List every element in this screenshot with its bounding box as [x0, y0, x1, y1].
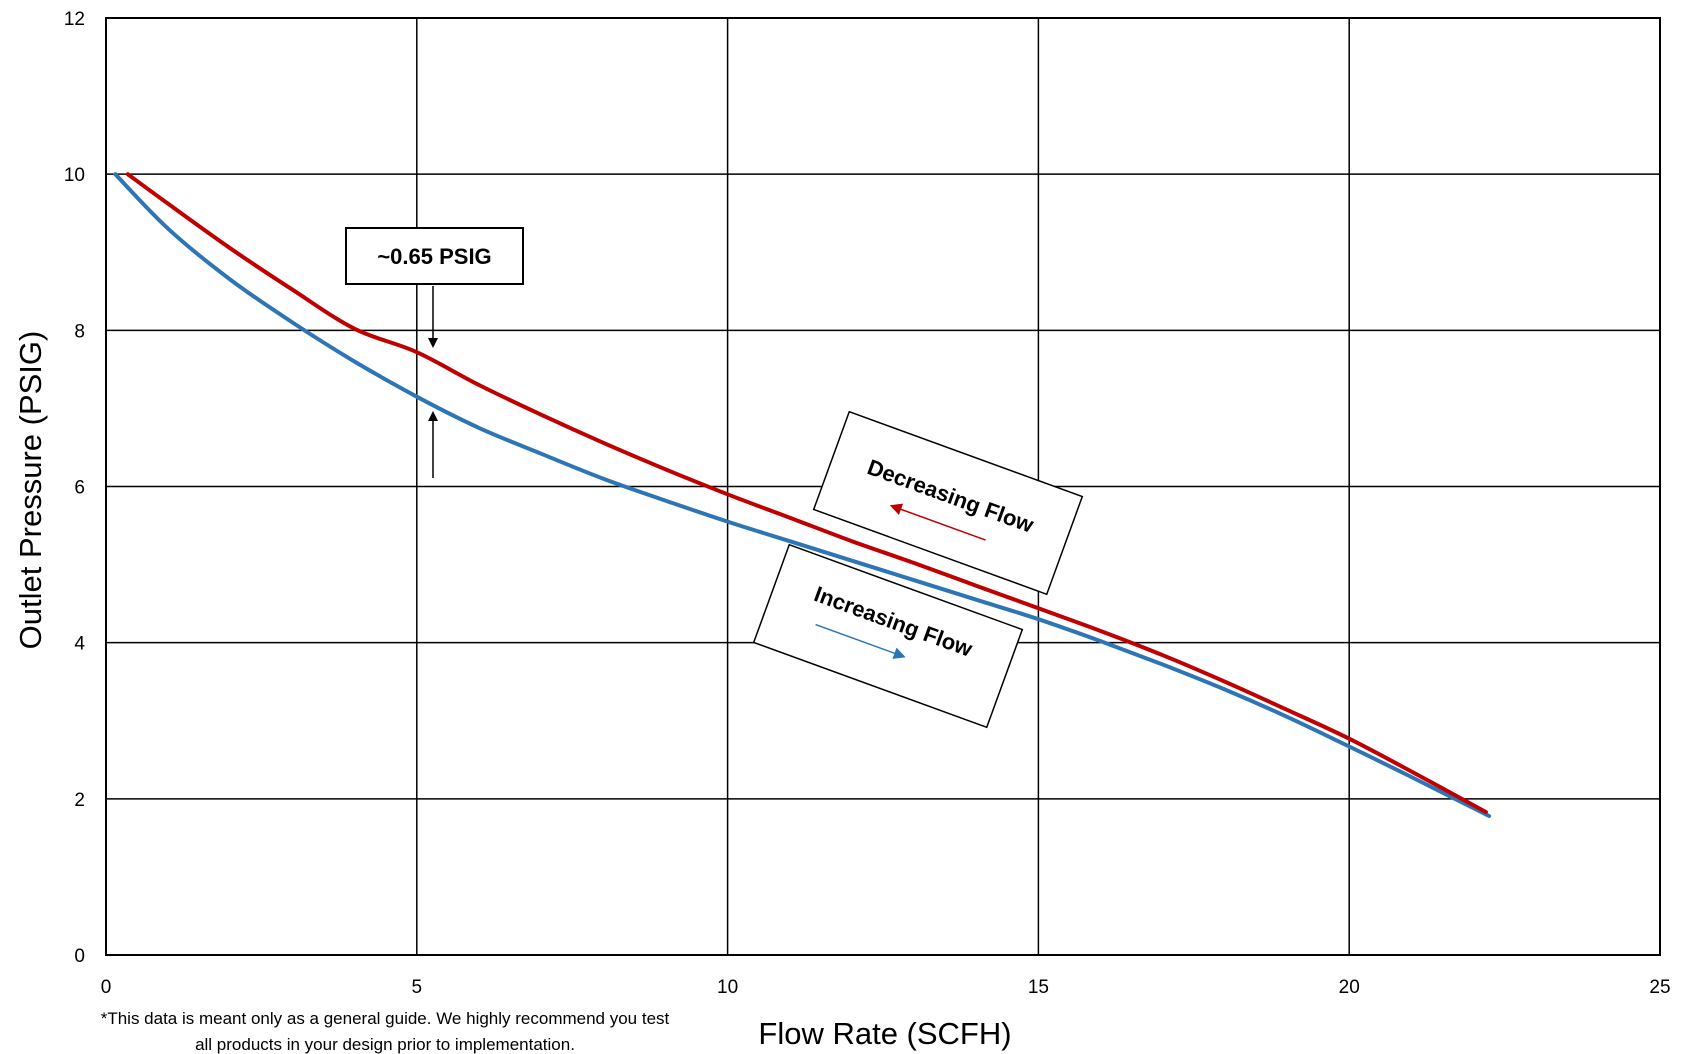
x-axis-ticks: 0 5 10 15 20 25 [101, 977, 1671, 998]
x-tick-label-5: 25 [1649, 977, 1670, 998]
decreasing-flow-arrow [898, 507, 986, 541]
series-line-increasing-flow [113, 172, 1492, 818]
x-tick-label-3: 15 [1028, 977, 1049, 998]
series-line-decreasing-flow [125, 172, 1488, 815]
y-axis-ticks: 0 2 4 6 8 10 12 [64, 9, 86, 967]
x-tick-label-1: 5 [412, 977, 423, 998]
increasing-flow-arrow [815, 623, 897, 655]
y-tick-label-3: 6 [74, 478, 85, 499]
y-tick-label-1: 2 [74, 790, 85, 811]
y-axis-title: Outlet Pressure (PSIG) [13, 331, 48, 650]
y-tick-label-6: 12 [64, 9, 85, 30]
footnote-line-2: all products in your design prior to imp… [195, 1035, 575, 1054]
y-tick-label-5: 10 [64, 165, 85, 186]
y-tick-label-4: 8 [74, 321, 85, 342]
x-tick-label-2: 10 [717, 977, 738, 998]
increasing-flow-label: Increasing Flow [752, 543, 1024, 729]
annotation-label: ~0.65 PSIG [377, 244, 491, 269]
x-tick-label-4: 20 [1339, 977, 1360, 998]
pressure-difference-annotation: ~0.65 PSIG [345, 227, 524, 478]
y-tick-label-0: 0 [74, 946, 85, 967]
plot-area [105, 17, 1661, 956]
series-group [113, 172, 1492, 818]
decreasing-flow-label: Decreasing Flow [812, 410, 1084, 596]
increasing-flow-box [752, 543, 1024, 729]
annotation-box [345, 227, 524, 285]
x-axis-title: Flow Rate (SCFH) [758, 1016, 1011, 1051]
increasing-flow-arrowhead [892, 647, 906, 659]
y-tick-label-2: 4 [74, 634, 85, 655]
x-tick-label-0: 0 [101, 977, 112, 998]
decreasing-flow-box [812, 410, 1084, 596]
plot-border [105, 17, 1661, 956]
decreasing-flow-arrowhead [889, 503, 904, 515]
footnote-line-1: *This data is meant only as a general gu… [101, 1009, 670, 1028]
